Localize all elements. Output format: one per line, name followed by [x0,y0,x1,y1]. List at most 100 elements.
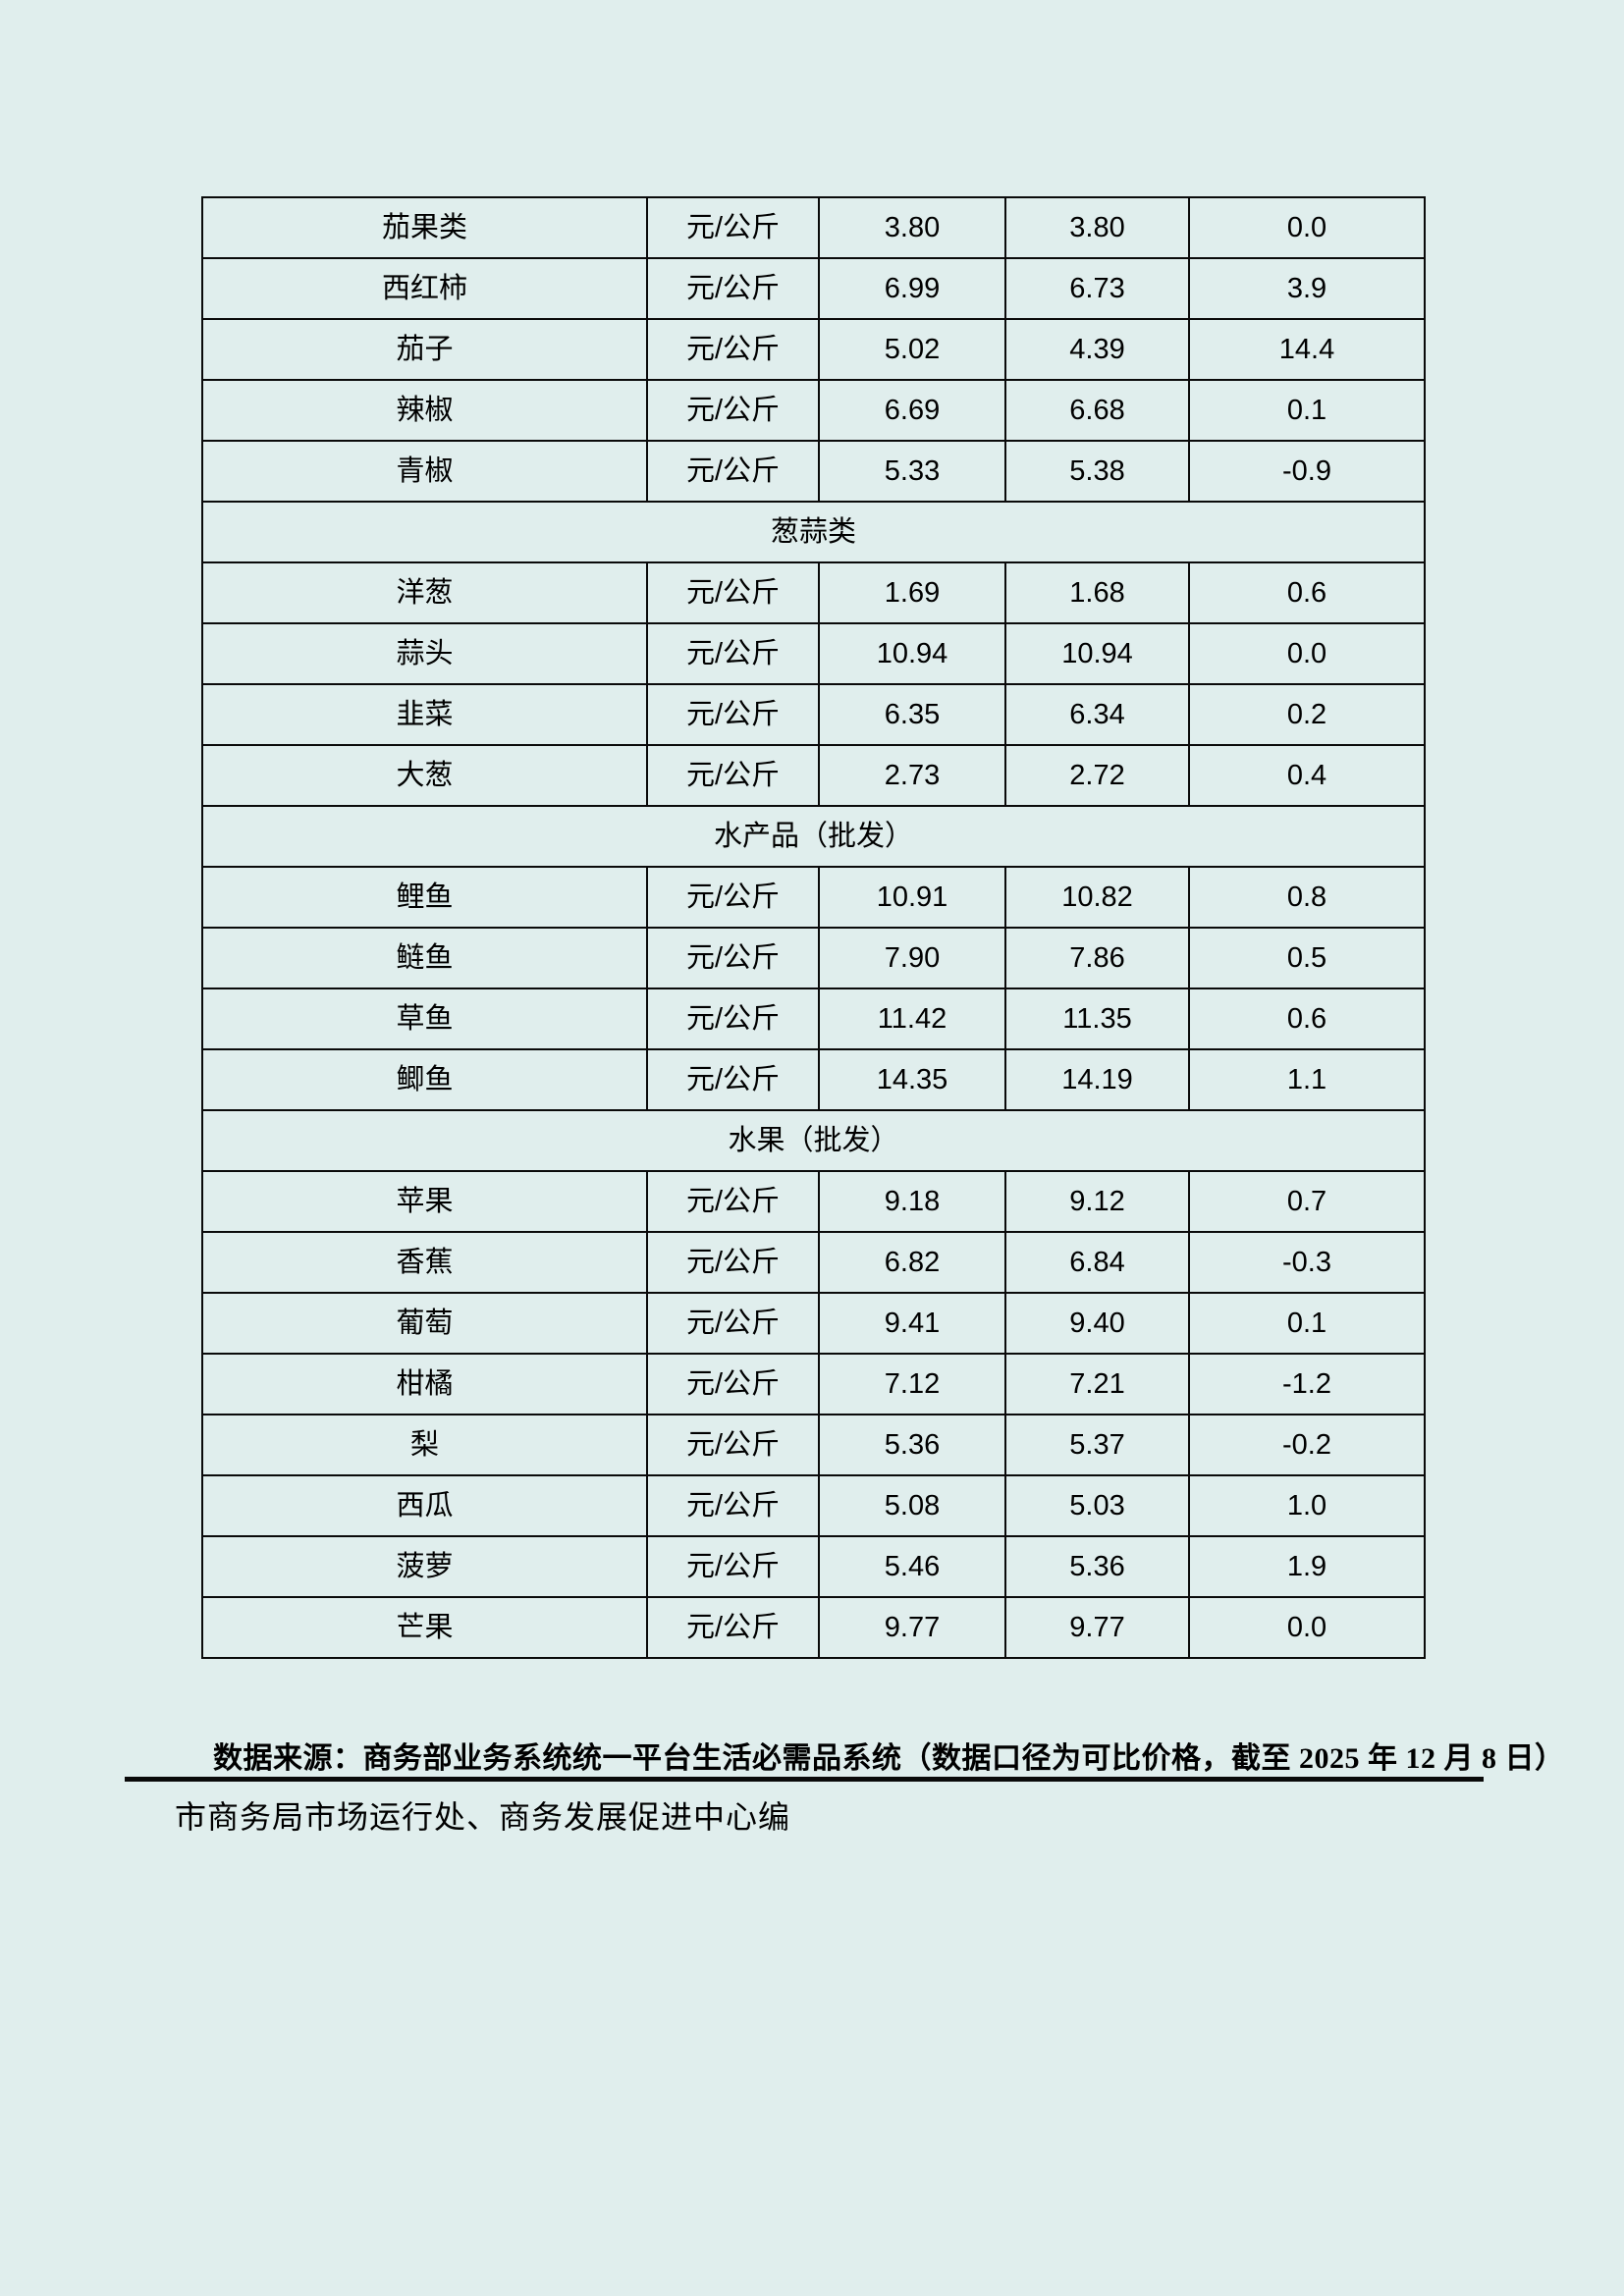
unit-cell: 元/公斤 [646,440,820,503]
unit-cell: 元/公斤 [646,379,820,442]
change-pct-cell: -0.2 [1188,1414,1426,1476]
unit-cell: 元/公斤 [646,683,820,746]
section-title-cell: 葱蒜类 [201,501,1426,563]
change-pct-cell: 1.0 [1188,1474,1426,1537]
table-row: 西瓜 元/公斤 5.08 5.03 1.0 [201,1474,1426,1537]
table-row: 茄子 元/公斤 5.02 4.39 14.4 [201,318,1426,381]
price-prev-cell: 1.68 [1004,561,1190,624]
product-name-cell: 鲫鱼 [201,1048,648,1111]
product-name-cell: 西红柿 [201,257,648,320]
price-prev-cell: 11.35 [1004,988,1190,1050]
table-row: 苹果 元/公斤 9.18 9.12 0.7 [201,1170,1426,1233]
table-row: 草鱼 元/公斤 11.42 11.35 0.6 [201,988,1426,1050]
product-name-cell: 葡萄 [201,1292,648,1355]
price-prev-cell: 5.03 [1004,1474,1190,1537]
product-name-cell: 柑橘 [201,1353,648,1415]
price-today-cell: 11.42 [818,988,1006,1050]
unit-cell: 元/公斤 [646,988,820,1050]
price-prev-cell: 6.68 [1004,379,1190,442]
product-name-cell: 蒜头 [201,622,648,685]
change-pct-cell: 0.8 [1188,866,1426,929]
price-today-cell: 5.02 [818,318,1006,381]
price-today-cell: 5.46 [818,1535,1006,1598]
price-today-cell: 14.35 [818,1048,1006,1111]
price-prev-cell: 6.84 [1004,1231,1190,1294]
price-today-cell: 9.77 [818,1596,1006,1659]
table-row: 洋葱 元/公斤 1.69 1.68 0.6 [201,561,1426,624]
unit-cell: 元/公斤 [646,1474,820,1537]
price-today-cell: 5.36 [818,1414,1006,1476]
unit-cell: 元/公斤 [646,1231,820,1294]
unit-cell: 元/公斤 [646,866,820,929]
price-prev-cell: 6.34 [1004,683,1190,746]
product-name-cell: 芒果 [201,1596,648,1659]
change-pct-cell: 0.7 [1188,1170,1426,1233]
unit-cell: 元/公斤 [646,1170,820,1233]
section-title-cell: 水产品（批发） [201,805,1426,868]
section-header-row: 葱蒜类 [201,501,1426,563]
price-today-cell: 7.90 [818,927,1006,989]
table-row: 辣椒 元/公斤 6.69 6.68 0.1 [201,379,1426,442]
price-prev-cell: 2.72 [1004,744,1190,807]
product-name-cell: 菠萝 [201,1535,648,1598]
section-header-row: 水产品（批发） [201,805,1426,868]
price-prev-cell: 5.36 [1004,1535,1190,1598]
product-name-cell: 韭菜 [201,683,648,746]
table-row: 葡萄 元/公斤 9.41 9.40 0.1 [201,1292,1426,1355]
price-today-cell: 9.18 [818,1170,1006,1233]
unit-cell: 元/公斤 [646,622,820,685]
unit-cell: 元/公斤 [646,318,820,381]
price-prev-cell: 5.37 [1004,1414,1190,1476]
price-prev-cell: 14.19 [1004,1048,1190,1111]
table-row: 韭菜 元/公斤 6.35 6.34 0.2 [201,683,1426,746]
price-prev-cell: 5.38 [1004,440,1190,503]
change-pct-cell: 3.9 [1188,257,1426,320]
unit-cell: 元/公斤 [646,1535,820,1598]
change-pct-cell: 0.5 [1188,927,1426,989]
product-name-cell: 茄果类 [201,196,648,259]
price-prev-cell: 9.40 [1004,1292,1190,1355]
product-name-cell: 辣椒 [201,379,648,442]
product-name-cell: 苹果 [201,1170,648,1233]
table-row: 芒果 元/公斤 9.77 9.77 0.0 [201,1596,1426,1659]
price-today-cell: 6.35 [818,683,1006,746]
price-prev-cell: 3.80 [1004,196,1190,259]
price-today-cell: 10.91 [818,866,1006,929]
change-pct-cell: -0.3 [1188,1231,1426,1294]
product-name-cell: 大葱 [201,744,648,807]
product-name-cell: 青椒 [201,440,648,503]
price-prev-cell: 4.39 [1004,318,1190,381]
change-pct-cell: 14.4 [1188,318,1426,381]
change-pct-cell: 1.9 [1188,1535,1426,1598]
change-pct-cell: 0.6 [1188,561,1426,624]
product-name-cell: 鲤鱼 [201,866,648,929]
price-today-cell: 7.12 [818,1353,1006,1415]
price-today-cell: 2.73 [818,744,1006,807]
unit-cell: 元/公斤 [646,1292,820,1355]
data-source-note: 数据来源：商务部业务系统统一平台生活必需品系统（数据口径为可比价格，截至 202… [213,1742,1565,1775]
price-today-cell: 1.69 [818,561,1006,624]
footer-divider [125,1777,1484,1782]
section-header-row: 水果（批发） [201,1109,1426,1172]
product-name-cell: 洋葱 [201,561,648,624]
table-row: 西红柿 元/公斤 6.99 6.73 3.9 [201,257,1426,320]
unit-cell: 元/公斤 [646,927,820,989]
product-name-cell: 茄子 [201,318,648,381]
table-row: 鲫鱼 元/公斤 14.35 14.19 1.1 [201,1048,1426,1111]
product-name-cell: 梨 [201,1414,648,1476]
table-row: 菠萝 元/公斤 5.46 5.36 1.9 [201,1535,1426,1598]
price-today-cell: 6.82 [818,1231,1006,1294]
price-table-body: 茄果类 元/公斤 3.80 3.80 0.0 西红柿 元/公斤 6.99 6.73 3.9 茄子 元/… [201,196,1426,1659]
unit-cell: 元/公斤 [646,196,820,259]
price-table: 茄果类 元/公斤 3.80 3.80 0.0 西红柿 元/公斤 6.99 6.73 3.9 茄子 元/… [201,196,1426,1659]
table-row: 香蕉 元/公斤 6.82 6.84 -0.3 [201,1231,1426,1294]
unit-cell: 元/公斤 [646,1048,820,1111]
change-pct-cell: 0.0 [1188,622,1426,685]
change-pct-cell: 0.0 [1188,1596,1426,1659]
price-today-cell: 5.08 [818,1474,1006,1537]
price-today-cell: 9.41 [818,1292,1006,1355]
price-table-container: 茄果类 元/公斤 3.80 3.80 0.0 西红柿 元/公斤 6.99 6.73 3.9 茄子 元/… [201,196,1426,1659]
price-today-cell: 6.69 [818,379,1006,442]
change-pct-cell: 0.2 [1188,683,1426,746]
